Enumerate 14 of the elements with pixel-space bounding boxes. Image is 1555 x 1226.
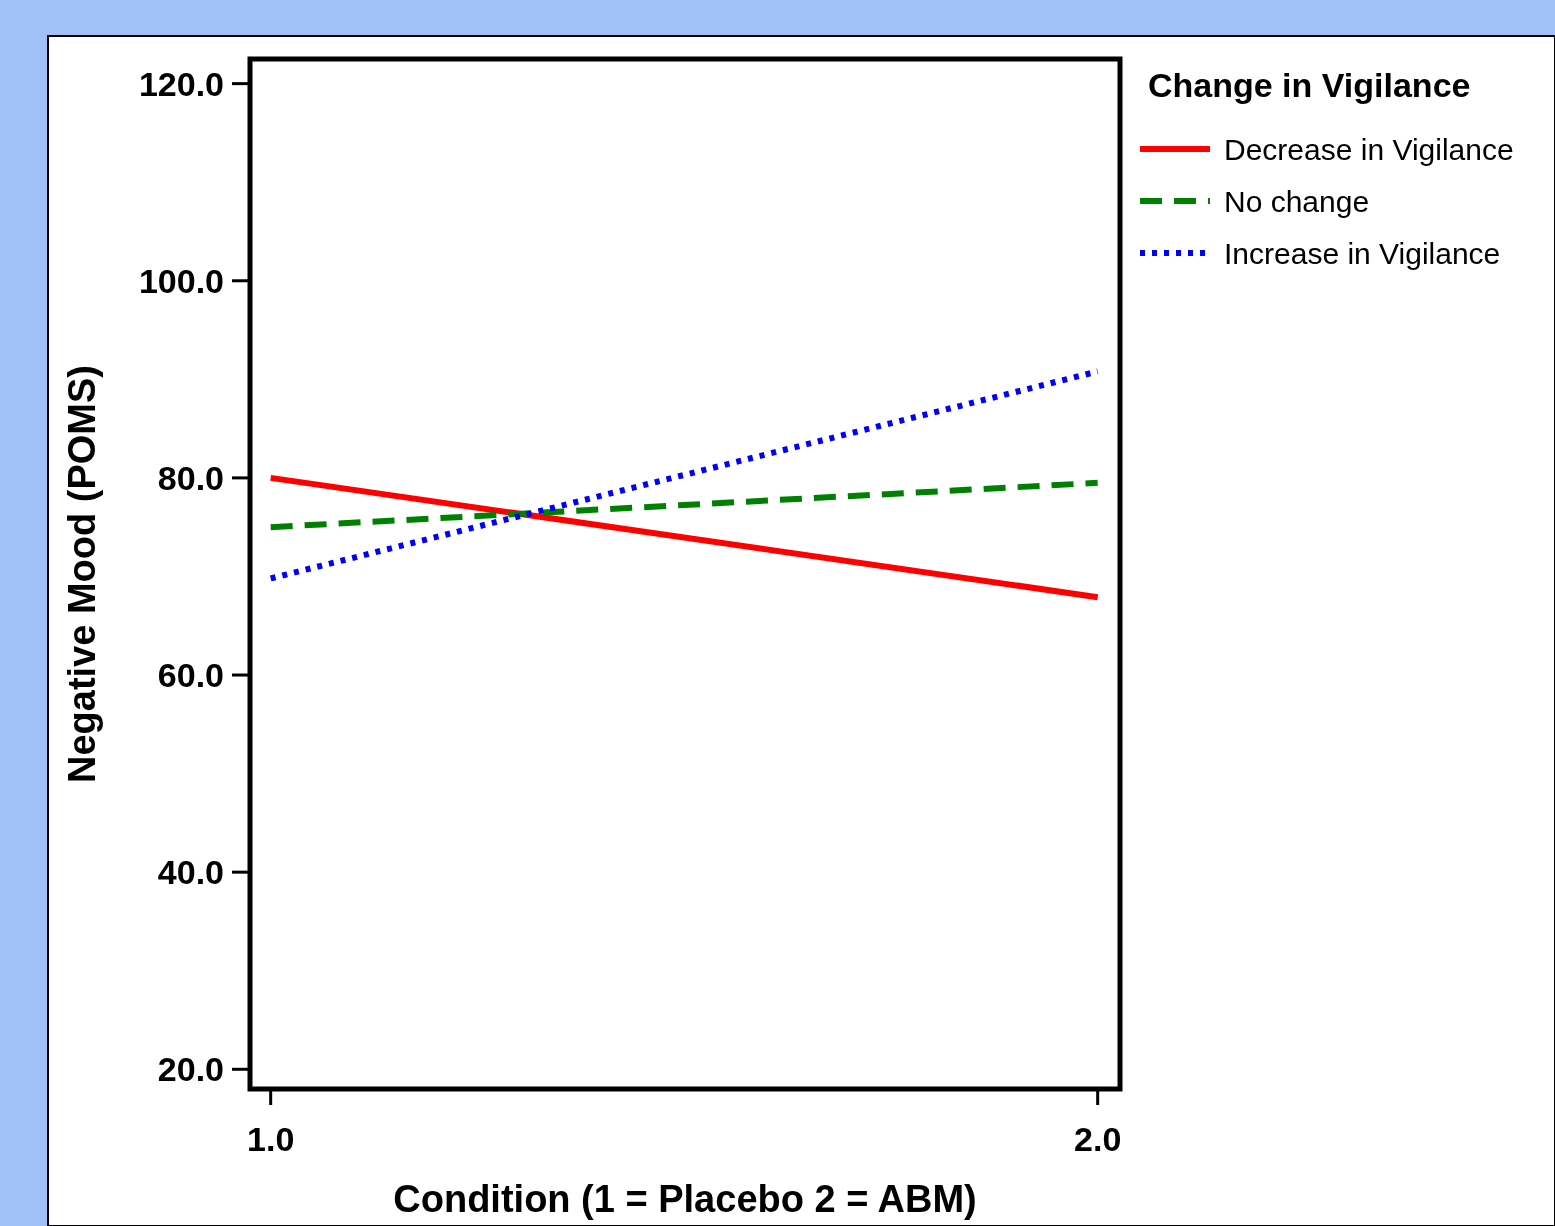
x-tick-label: 1.0 [247, 1120, 295, 1158]
legend-label: Decrease in Vigilance [1224, 132, 1514, 166]
y-tick-label: 20.0 [157, 1050, 224, 1089]
y-tick-label: 60.0 [157, 655, 224, 694]
legend-label: No change [1224, 184, 1370, 218]
x-axis-title: Condition (1 = Placebo 2 = ABM) [393, 1178, 977, 1220]
y-axis-title: Negative Mood (POMS) [61, 364, 103, 784]
legend-label: Increase in Vigilance [1224, 236, 1501, 270]
legend-title: Change in Vigilance [1148, 66, 1471, 104]
x-tick-label: 2.0 [1074, 1120, 1122, 1158]
y-tick-label: 120.0 [138, 64, 224, 103]
y-tick-label: 80.0 [157, 458, 224, 497]
y-tick-label: 100.0 [138, 261, 224, 300]
y-tick-label: 40.0 [157, 853, 224, 892]
